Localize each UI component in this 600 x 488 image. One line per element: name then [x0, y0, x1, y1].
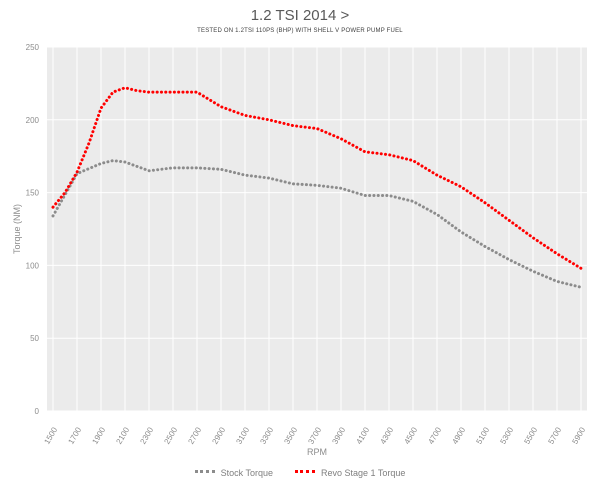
series-line-stock	[51, 159, 583, 289]
legend-swatch-stock	[194, 470, 215, 476]
x-tick-label: 5500	[522, 425, 539, 445]
x-tick-label: 3300	[258, 425, 275, 445]
y-axis-ticks: 0 50 100 150 200 250	[26, 43, 40, 416]
x-tick-label: 2300	[138, 425, 155, 445]
x-tick-label: 4100	[354, 425, 371, 445]
x-tick-label: 3700	[306, 425, 323, 445]
legend-label-stock: Stock Torque	[220, 468, 273, 478]
chart-subtitle: TESTED ON 1.2TSI 110PS (BHP) WITH SHELL …	[197, 28, 403, 34]
legend-item-revo: Revo Stage 1 Torque	[294, 468, 406, 478]
x-tick-label: 1500	[42, 425, 59, 445]
x-tick-label: 4500	[402, 425, 419, 445]
y-tick-label: 250	[26, 43, 40, 52]
y-tick-label: 150	[26, 189, 40, 198]
x-tick-label: 2900	[210, 425, 227, 445]
x-tick-label: 1900	[90, 425, 107, 445]
x-tick-label: 5100	[474, 425, 491, 445]
legend-swatch-revo	[294, 470, 315, 476]
x-tick-label: 4700	[426, 425, 443, 445]
x-tick-label: 3900	[330, 425, 347, 445]
y-tick-label: 100	[26, 261, 40, 270]
series-layer	[51, 86, 583, 289]
x-tick-label: 4300	[378, 425, 395, 445]
x-tick-label: 4900	[450, 425, 467, 445]
y-tick-label: 50	[30, 334, 39, 343]
x-tick-label: 5700	[546, 425, 563, 445]
x-tick-label: 2700	[186, 425, 203, 445]
x-tick-label: 3500	[282, 425, 299, 445]
x-axis-ticks: 1500 1700 1900 2100 2300 2500 2700 2900 3100 3300…	[42, 425, 587, 445]
x-tick-label: 2500	[162, 425, 179, 445]
x-tick-label: 1700	[66, 425, 83, 445]
x-tick-label: 5300	[498, 425, 515, 445]
x-tick-label: 5900	[570, 425, 587, 445]
y-axis-title: Torque (NM)	[12, 204, 22, 254]
chart-legend: Stock Torque Revo Stage 1 Torque	[0, 468, 600, 478]
series-line-revo-stage-1	[51, 86, 583, 270]
legend-label-revo: Revo Stage 1 Torque	[320, 468, 406, 478]
x-axis-title: RPM	[307, 447, 327, 457]
gridlines	[47, 46, 587, 412]
x-tick-label: 2100	[114, 425, 131, 445]
y-tick-label: 0	[35, 407, 40, 416]
y-tick-label: 200	[26, 116, 40, 125]
x-tick-label: 3100	[234, 425, 251, 445]
legend-item-stock: Stock Torque	[194, 468, 273, 478]
chart-title: 1.2 TSI 2014 >	[250, 7, 350, 24]
